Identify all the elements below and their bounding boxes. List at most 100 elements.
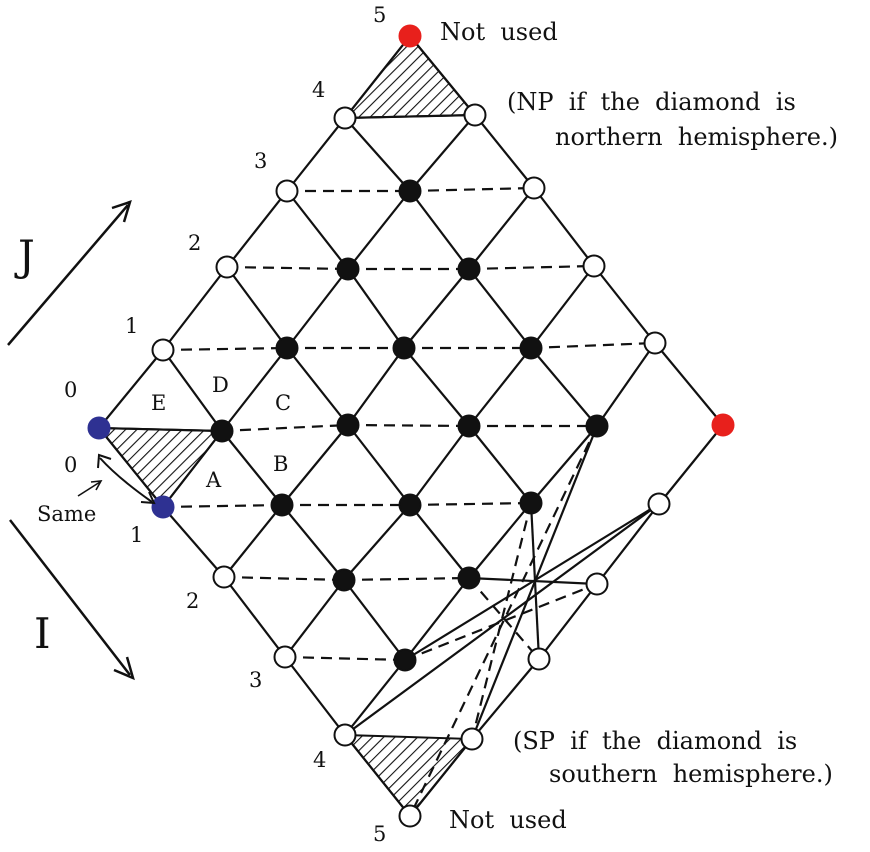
grid-node: [519, 336, 543, 360]
grid-node: [332, 568, 356, 592]
grid-line: [162, 349, 223, 432]
boundary-node: [647, 492, 671, 516]
j-index-label: 5: [373, 3, 386, 27]
i-zero-label: 0: [64, 453, 77, 477]
grid-line: [223, 576, 286, 658]
grid-line: [468, 502, 532, 579]
grid-edges: [98, 35, 724, 817]
boundary-node: [527, 647, 551, 671]
grid-line: [221, 347, 288, 432]
boundary-node: [273, 645, 297, 669]
dashed-row-line: [221, 423, 349, 433]
grid-line: [468, 268, 532, 349]
grid-line: [98, 349, 164, 429]
grid-line: [226, 190, 288, 268]
cell-label-a: A: [205, 468, 222, 492]
grid-line: [409, 738, 473, 817]
same-pointer-arrow: [77, 480, 103, 497]
pole-node: [711, 413, 735, 437]
grid-line: [409, 425, 470, 506]
cell-label-c: C: [275, 391, 291, 415]
boundary-node: [275, 179, 299, 203]
shared-node: [87, 416, 111, 440]
j-zero-label: 0: [64, 378, 77, 402]
shared-node: [151, 495, 175, 519]
i-axis-arrow: [9, 519, 135, 681]
i-index-label: 5: [373, 822, 386, 846]
grid-node: [398, 179, 422, 203]
grid-node: [398, 493, 422, 517]
grid-line: [403, 347, 470, 427]
grid-node: [519, 491, 543, 515]
i-index-label: 2: [186, 589, 199, 613]
grid-node: [457, 566, 481, 590]
grid-line: [162, 506, 225, 578]
grid-node: [457, 414, 481, 438]
hatched-triangle-left: [96, 426, 225, 509]
cell-label-b: B: [273, 452, 288, 476]
grid-line: [404, 577, 470, 661]
grid-node: [336, 257, 360, 281]
hatched-triangle-top: [342, 34, 478, 120]
grid-line: [344, 659, 406, 736]
grid-node: [585, 414, 609, 438]
i-index-label: 4: [313, 748, 326, 772]
dashed-row-line: [162, 346, 288, 352]
grid-line: [654, 342, 724, 426]
grid-line: [286, 117, 346, 192]
grid-line: [286, 190, 349, 270]
grid-line: [596, 342, 656, 427]
boundary-node: [333, 106, 357, 130]
grid-line: [468, 425, 532, 504]
grid-line: [343, 504, 411, 581]
not-used-top-label: Not used: [440, 18, 558, 46]
grid-line: [221, 430, 283, 506]
boundary-node: [215, 255, 239, 279]
dashed-row-line: [223, 575, 345, 582]
boundary-node: [212, 565, 236, 589]
grid-node: [275, 336, 299, 360]
boundary-node: [522, 176, 546, 200]
grid-line: [281, 424, 349, 506]
grid-line: [344, 35, 411, 119]
np-note-line2: northern hemisphere.): [555, 123, 838, 151]
grid-line: [281, 504, 345, 581]
grid-line: [284, 579, 345, 658]
j-axis-label: J: [14, 231, 35, 280]
grid-line: [530, 265, 595, 349]
grid-line: [344, 734, 411, 817]
j-index-label: 2: [188, 231, 201, 255]
sp-note-line2: southern hemisphere.): [549, 760, 833, 788]
grid-line: [162, 266, 228, 351]
dashed-row-line: [226, 265, 349, 271]
boundary-node: [643, 331, 667, 355]
dashed-row-line: [409, 186, 535, 193]
dashed-row-line: [284, 655, 406, 662]
grid-line: [347, 190, 411, 270]
grid-line: [409, 35, 476, 116]
same-double-arrow: [97, 453, 156, 505]
same-label: Same: [37, 502, 96, 526]
grid-line: [286, 268, 349, 349]
grid-line: [468, 576, 598, 586]
boundary-node: [460, 727, 484, 751]
boundary-node: [585, 572, 609, 596]
j-axis-arrow: [7, 200, 132, 346]
dashed-row-line: [347, 423, 470, 428]
grid-line: [658, 424, 724, 505]
grid-node: [393, 648, 417, 672]
grid-line: [344, 113, 476, 120]
grid-line: [474, 114, 535, 189]
boundary-node: [582, 254, 606, 278]
grid-node: [457, 257, 481, 281]
grid-line: [470, 425, 599, 740]
pole-node: [398, 24, 422, 48]
boundary-node: [151, 338, 175, 362]
grid-line: [98, 427, 164, 508]
grid-line: [409, 190, 470, 270]
grid-line: [409, 114, 476, 192]
dashed-row-line: [530, 341, 656, 350]
dashed-row-line: [409, 425, 598, 817]
boundary-node: [463, 103, 487, 127]
grid-line: [538, 583, 598, 660]
